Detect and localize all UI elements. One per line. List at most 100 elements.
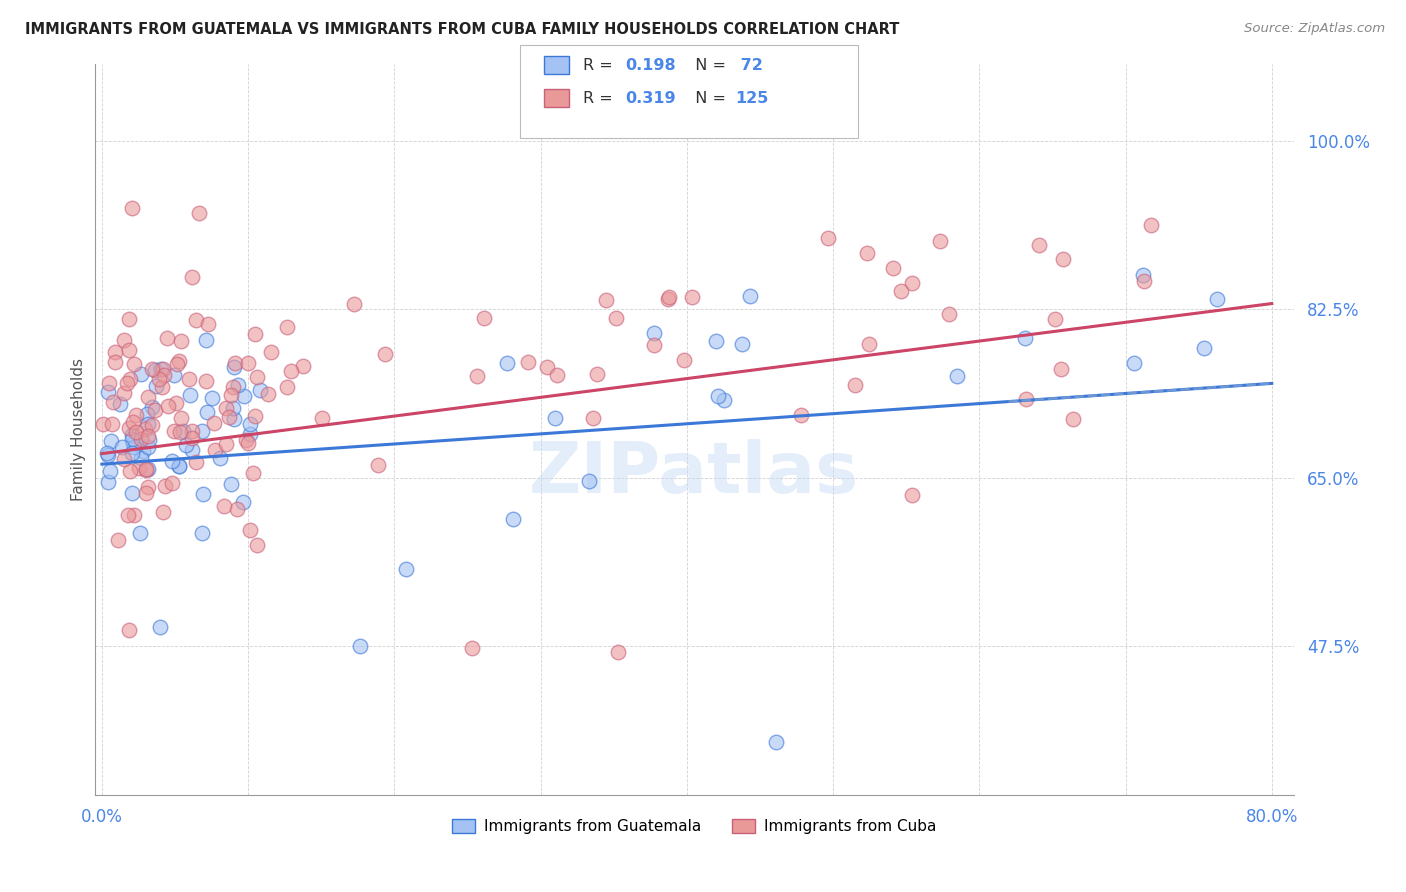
Point — [238, 436, 260, 450]
Point — [1205, 293, 1227, 307]
Point — [195, 375, 218, 389]
Point — [1049, 362, 1071, 376]
Point — [160, 454, 183, 468]
Point — [136, 417, 159, 431]
Point — [136, 479, 159, 493]
Point — [195, 405, 218, 419]
Point — [122, 440, 145, 454]
Point — [150, 380, 173, 394]
Point — [155, 331, 177, 345]
Point — [209, 450, 232, 465]
Point — [157, 399, 180, 413]
Point — [97, 475, 120, 490]
Point — [143, 363, 166, 377]
Point — [141, 418, 163, 433]
Point — [152, 361, 174, 376]
Point — [643, 326, 665, 340]
Point — [129, 432, 152, 446]
Point — [1192, 341, 1215, 355]
Point — [129, 526, 152, 541]
Point — [844, 378, 866, 392]
Point — [149, 362, 172, 376]
Point — [222, 359, 245, 374]
Point — [186, 313, 208, 327]
Point — [276, 379, 298, 393]
Point — [219, 388, 242, 402]
Point — [125, 425, 148, 439]
Point — [165, 396, 187, 410]
Point — [239, 417, 262, 431]
Point — [188, 206, 211, 220]
Point — [195, 333, 218, 347]
Point — [136, 407, 159, 421]
Point — [145, 379, 167, 393]
Point — [946, 368, 969, 383]
Point — [129, 450, 152, 465]
Point — [112, 333, 135, 347]
Point — [858, 336, 880, 351]
Point — [938, 307, 960, 321]
Point — [1014, 331, 1036, 345]
Point — [224, 356, 246, 370]
Point — [605, 310, 627, 325]
Point — [1015, 392, 1038, 407]
Point — [546, 368, 568, 382]
Point — [706, 334, 728, 349]
Point — [245, 538, 267, 552]
Text: R =: R = — [583, 91, 619, 105]
Point — [121, 433, 143, 447]
Point — [191, 424, 214, 438]
Point — [236, 356, 259, 370]
Point — [136, 428, 159, 442]
Point — [713, 392, 735, 407]
Point — [643, 337, 665, 351]
Legend: Immigrants from Guatemala, Immigrants from Cuba: Immigrants from Guatemala, Immigrants fr… — [446, 813, 942, 840]
Point — [882, 260, 904, 275]
Point — [174, 437, 197, 451]
Point — [136, 390, 159, 404]
Point — [98, 464, 121, 478]
Point — [121, 445, 143, 459]
Point — [1028, 237, 1050, 252]
Text: N =: N = — [685, 91, 731, 105]
Point — [103, 395, 125, 409]
Point — [291, 359, 314, 373]
Point — [184, 455, 207, 469]
Point — [155, 479, 177, 493]
Point — [181, 270, 204, 285]
Text: IMMIGRANTS FROM GUATEMALA VS IMMIGRANTS FROM CUBA FAMILY HOUSEHOLDS CORRELATION : IMMIGRANTS FROM GUATEMALA VS IMMIGRANTS … — [25, 22, 900, 37]
Text: 0.198: 0.198 — [626, 58, 676, 72]
Point — [181, 431, 204, 445]
Point — [582, 410, 605, 425]
Point — [134, 422, 156, 436]
Point — [141, 362, 163, 376]
Point — [104, 345, 127, 359]
Point — [738, 289, 761, 303]
Point — [242, 466, 264, 480]
Point — [138, 441, 160, 455]
Point — [169, 425, 191, 439]
Text: 72: 72 — [735, 58, 763, 72]
Point — [117, 376, 139, 391]
Point — [131, 444, 153, 458]
Point — [460, 640, 482, 655]
Point — [172, 425, 194, 439]
Point — [817, 231, 839, 245]
Point — [166, 357, 188, 371]
Point — [502, 511, 524, 525]
Point — [122, 436, 145, 450]
Point — [731, 336, 754, 351]
Point — [212, 499, 235, 513]
Point — [536, 359, 558, 374]
Point — [193, 487, 215, 501]
Point — [170, 334, 193, 348]
Point — [276, 320, 298, 334]
Point — [1045, 311, 1067, 326]
Point — [706, 389, 728, 403]
Point — [167, 459, 190, 474]
Point — [100, 417, 122, 431]
Point — [1132, 268, 1154, 282]
Point — [280, 363, 302, 377]
Y-axis label: Family Households: Family Households — [72, 358, 86, 501]
Point — [179, 388, 201, 402]
